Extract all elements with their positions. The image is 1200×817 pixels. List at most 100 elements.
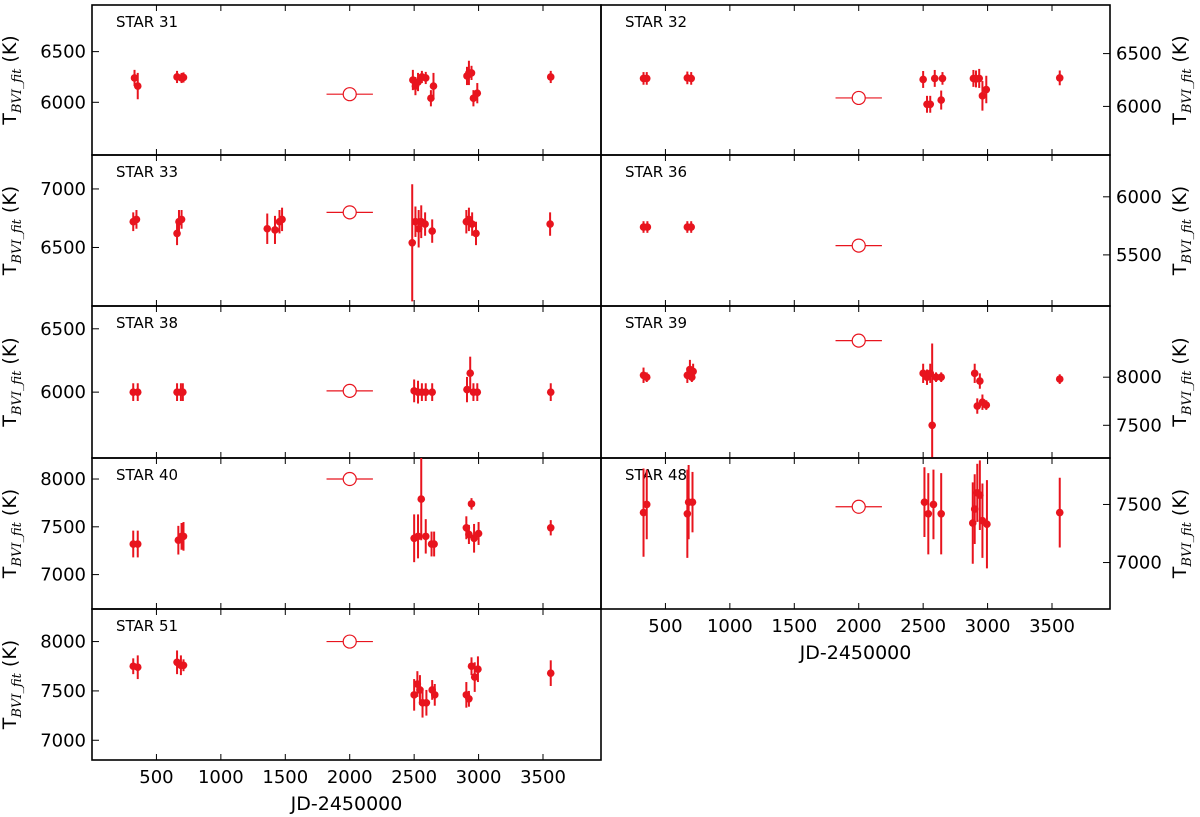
data-point — [546, 523, 555, 532]
data-point — [970, 369, 979, 378]
mean-point — [342, 471, 357, 487]
data-point — [130, 74, 139, 82]
panel-label: STAR 31 — [116, 13, 178, 31]
x-tick-label: 1000 — [707, 616, 753, 637]
data-point — [546, 388, 555, 396]
data-layer — [129, 458, 555, 563]
data-point — [430, 540, 438, 548]
data-point — [133, 540, 142, 548]
data-point — [978, 92, 987, 100]
data-point — [278, 215, 286, 224]
mean-point — [851, 333, 866, 348]
data-point — [414, 532, 422, 541]
data-point — [1055, 375, 1064, 383]
panel-label: STAR 36 — [625, 163, 687, 181]
data-layer — [130, 60, 555, 107]
data-point — [473, 388, 482, 396]
y-tick-label: 7000 — [1116, 553, 1162, 574]
y-tick-label: 6000 — [40, 382, 86, 403]
data-point — [688, 498, 697, 506]
y-axis-label: TBVI_fit (K) — [1169, 35, 1195, 125]
panel-star-48: 7000 7500 TBVI_fit (K) STAR 48 500 1000 1500 20… — [600, 457, 1195, 664]
panel-star-39: 7500 8000 TBVI_fit (K) STAR 39 — [600, 305, 1195, 459]
data-point — [983, 520, 991, 529]
data-layer — [639, 460, 1064, 569]
data-point — [177, 215, 186, 224]
y-tick-label: 7500 — [1116, 415, 1162, 436]
x-tick-label: 500 — [648, 616, 682, 637]
data-point — [643, 223, 652, 231]
data-point — [428, 227, 436, 235]
y-axis-label: TBVI_fit (K) — [1169, 337, 1195, 427]
mean-point — [851, 90, 866, 106]
y-tick-label: 7500 — [40, 681, 86, 702]
x-tick-label: 1500 — [771, 616, 817, 637]
x-tick-label: 2500 — [900, 616, 946, 637]
data-point — [546, 73, 555, 81]
data-point — [976, 377, 984, 385]
data-point — [473, 89, 482, 97]
data-point — [467, 69, 476, 77]
y-tick-label: 6500 — [40, 42, 86, 63]
panel-label: STAR 48 — [625, 466, 687, 484]
data-point — [929, 500, 938, 509]
y-axis-label: TBVI_fit (K) — [0, 337, 25, 427]
data-point — [689, 367, 697, 376]
data-point — [472, 229, 480, 238]
panel-label: STAR 33 — [116, 163, 178, 181]
data-point — [430, 691, 439, 699]
data-point — [642, 500, 651, 509]
data-point — [467, 662, 476, 671]
y-axis-label: TBVI_fit (K) — [0, 640, 25, 730]
data-point — [924, 509, 933, 518]
y-axis-label: TBVI_fit (K) — [1169, 186, 1195, 276]
data-point — [417, 495, 426, 503]
data-layer — [639, 333, 1064, 458]
data-point — [410, 691, 418, 699]
data-point — [133, 82, 142, 90]
data-point — [467, 500, 476, 508]
panel-star-32: 6000 6500 TBVI_fit (K) STAR 32 — [600, 4, 1195, 156]
x-tick-label: 2000 — [836, 616, 882, 637]
y-tick-label: 6500 — [40, 319, 86, 340]
data-point — [1055, 508, 1064, 517]
data-layer — [129, 634, 555, 718]
data-point — [133, 388, 142, 396]
data-point — [982, 85, 991, 94]
data-point — [470, 534, 478, 543]
data-point — [937, 373, 945, 381]
data-point — [937, 509, 945, 518]
mean-point — [851, 238, 866, 253]
data-point — [422, 698, 431, 707]
panel-label: STAR 51 — [116, 617, 178, 635]
data-point — [937, 96, 945, 104]
x-tick-label: 3500 — [520, 767, 566, 788]
data-point — [642, 74, 651, 83]
y-tick-label: 7000 — [40, 565, 86, 586]
y-tick-label: 7000 — [40, 179, 86, 200]
panel-frame — [91, 608, 602, 761]
y-tick-label: 7000 — [40, 730, 86, 751]
y-tick-label: 6500 — [1116, 44, 1162, 65]
data-point — [639, 508, 648, 517]
data-layer — [639, 68, 1064, 113]
mean-point — [342, 634, 357, 649]
y-tick-label: 7500 — [1116, 494, 1162, 515]
data-point — [271, 226, 279, 234]
mean-point — [342, 87, 357, 102]
x-tick-label: 3000 — [965, 616, 1011, 637]
x-tick-label: 2500 — [391, 767, 437, 788]
data-point — [132, 215, 141, 224]
mean-point — [342, 205, 357, 220]
panel-frame — [600, 457, 1111, 610]
x-axis-label: JD-2450000 — [290, 793, 403, 815]
x-tick-label: 500 — [139, 767, 173, 788]
data-point — [982, 401, 991, 409]
data-point — [179, 388, 187, 396]
x-axis-label: JD-2450000 — [799, 642, 912, 664]
data-point — [179, 73, 188, 82]
panel-star-38: 6000 6500 TBVI_fit (K) STAR 38 — [0, 305, 602, 459]
y-tick-label: 8000 — [40, 632, 86, 653]
panel-label: STAR 32 — [625, 13, 687, 31]
